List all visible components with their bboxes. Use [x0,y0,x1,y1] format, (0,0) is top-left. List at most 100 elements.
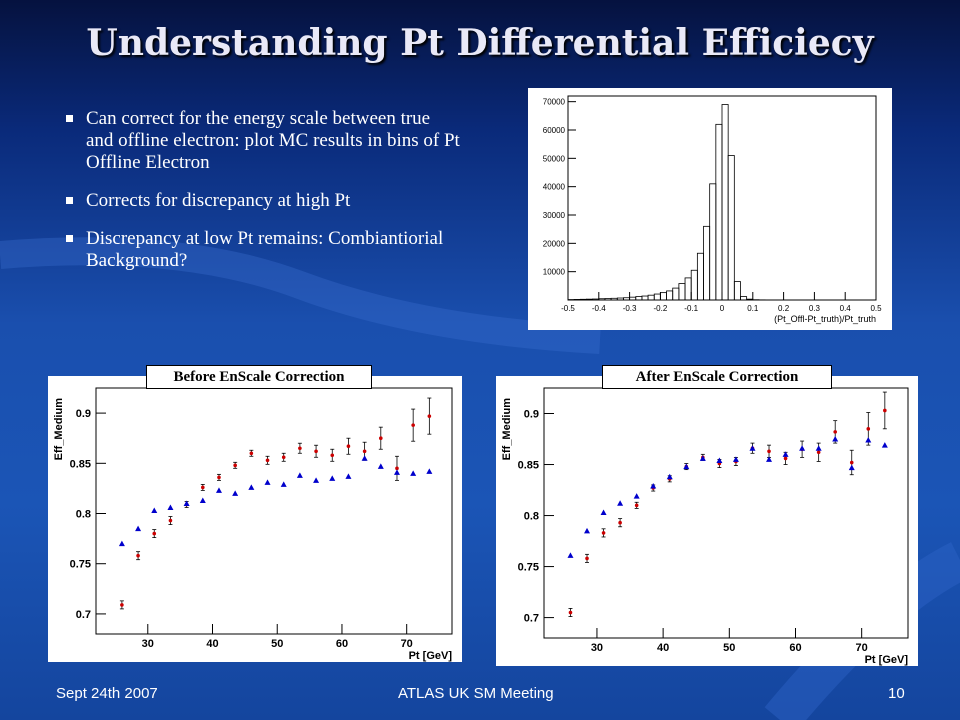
data-point-red [152,531,157,536]
histogram-panel: 10000 20000 30000 40000 50000 60000 70000 -0.5 -… [528,88,892,330]
histogram-bar [579,298,587,301]
data-point-red [201,485,205,490]
y-tick-label: 10000 [543,268,566,277]
data-point-blue [666,473,673,480]
y-tick-label: 0.9 [76,408,91,420]
x-tick-label: 0.3 [809,304,821,313]
bullet-text: Corrects for discrepancy at high Pt [86,190,351,211]
data-point-red [783,456,788,461]
data-point-red [362,449,367,454]
data-point-blue [248,484,255,490]
x-tick-label: 0.2 [778,304,790,313]
data-point-red [618,520,622,525]
y-tick-label: 0.85 [518,460,539,472]
data-point-red [427,414,432,418]
data-point-red [346,444,351,449]
y-axis-title: Eff_Medium [501,398,513,461]
before-correction-panel: 0.7 0.75 0.8 0.85 0.9 30 40 50 60 70 Pt [GeV] Eff_M… [48,376,462,662]
x-tick-label: 0.1 [747,304,759,313]
data-point-red [281,455,286,460]
after-correction-panel: 0.7 0.75 0.8 0.85 0.9 30 40 50 60 70 Pt [GeV] Eff_M… [496,376,918,666]
y-tick-label: 0.75 [70,559,91,571]
x-tick-label: 60 [789,642,801,654]
y-tick-label: 60000 [543,126,566,135]
bullet-item: Discrepancy at low Pt remains: Combianti… [62,228,462,272]
histogram-bar [715,123,723,301]
x-axis-title: Pt [GeV] [865,654,909,666]
x-tick-label: -0.3 [623,304,637,313]
data-point-red [866,427,871,431]
x-tick-label: 0.5 [870,304,882,313]
data-point-red [585,556,589,561]
data-point-blue [118,540,125,547]
bullet-item: Can correct for the energy scale between… [62,108,462,174]
data-point-red [265,458,270,463]
data-point-blue [345,473,352,479]
data-point-blue [232,490,239,496]
data-point-blue [732,456,739,462]
x-tick-label: -0.5 [561,304,575,313]
data-point-red [568,610,573,615]
data-point-blue [393,469,400,475]
data-point-red [136,553,140,558]
histogram-bar [684,277,692,301]
histogram-bar [727,155,735,301]
histogram-bar [740,296,748,301]
histogram-bar [678,283,686,301]
bullet-square-icon [66,235,73,242]
bullet-item: Corrects for discrepancy at high Pt [62,190,462,212]
bullet-text: Can correct for the energy scale between… [86,108,460,173]
histogram-bar [610,297,618,301]
data-point-blue [600,509,607,515]
data-point-red [249,451,254,456]
histogram-bar [635,296,643,301]
histogram-bar [733,281,741,301]
x-tick-label: 70 [856,642,868,654]
histogram-bar [616,297,624,301]
footer-date: Sept 24th 2007 [56,685,158,702]
data-point-blue [848,464,855,471]
data-point-red [411,423,415,427]
footer-page-number: 10 [888,685,905,702]
x-axis-title: (Pt_Offl-Pt_truth)/Pt_truth [774,314,876,324]
y-tick-label: 40000 [543,183,566,192]
y-tick-label: 0.9 [524,409,539,421]
data-point-blue [617,500,624,506]
data-point-blue [782,451,789,457]
data-point-red [883,408,887,413]
histogram-bar [659,292,667,301]
data-point-blue [749,445,756,451]
data-point-blue [650,482,657,489]
x-tick-label: 0.4 [840,304,852,313]
data-point-blue [881,442,888,448]
data-point-blue [313,477,320,483]
bullet-square-icon [66,115,73,122]
data-point-blue [329,475,336,481]
histogram-bar [666,290,674,301]
y-tick-label: 0.7 [524,613,539,625]
data-point-blue [426,468,433,474]
x-tick-label: -0.1 [684,304,698,313]
data-point-red [233,463,237,468]
histogram-bar [672,287,680,301]
histogram-bar [690,269,698,301]
x-tick-label: 70 [401,638,413,650]
x-tick-label: 30 [591,642,603,654]
data-point-blue [699,455,706,461]
histogram-bar [647,294,655,301]
y-tick-label: 0.8 [524,511,539,523]
histogram-bar [709,183,717,301]
data-point-blue [264,479,271,485]
slide-title: Understanding Pt Differential Efficiecy [86,22,874,64]
x-tick-label: 30 [142,638,154,650]
histogram-bar [598,298,606,301]
y-tick-label: 0.75 [518,562,539,574]
after-correction-caption: After EnScale Correction [602,365,832,389]
x-tick-label: 40 [206,638,218,650]
before-correction-caption: Before EnScale Correction [146,365,372,389]
data-point-red [833,430,837,434]
data-point-blue [832,436,839,442]
y-tick-label: 30000 [543,211,566,220]
